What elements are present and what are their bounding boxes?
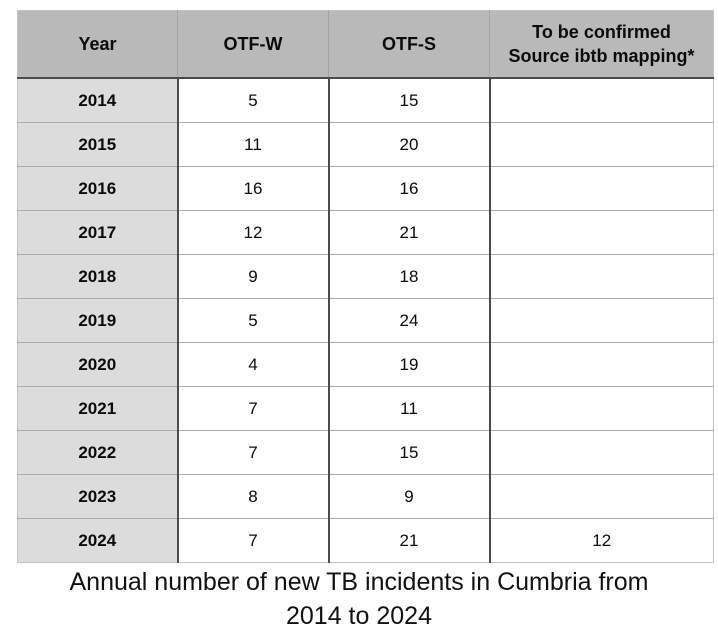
year-cell: 2018 [17,254,178,299]
otf-s-cell: 20 [327,122,490,167]
table-row: 2019 5 24 [17,298,714,343]
year-cell: 2016 [17,166,178,211]
table-body: 2014 5 15 2015 11 20 2016 16 16 2017 12 … [17,77,714,563]
otf-w-cell: 7 [176,518,329,563]
year-cell: 2022 [17,430,178,475]
otf-s-cell: 15 [327,430,490,475]
year-cell: 2024 [17,518,178,563]
otf-s-cell: 21 [327,518,490,563]
tbc-cell [488,122,714,167]
table-row: 2017 12 21 [17,210,714,255]
otf-s-cell: 15 [327,77,490,123]
tbc-cell [488,342,714,387]
table-row: 2018 9 18 [17,254,714,299]
table-row: 2016 16 16 [17,166,714,211]
otf-s-cell: 19 [327,342,490,387]
otf-s-cell: 18 [327,254,490,299]
tbc-cell [488,474,714,519]
table-row: 2015 11 20 [17,122,714,167]
table-row: 2014 5 15 [17,77,714,123]
year-cell: 2017 [17,210,178,255]
year-cell: 2020 [17,342,178,387]
otf-s-cell: 11 [327,386,490,431]
tbc-cell [488,254,714,299]
otf-w-cell: 5 [176,77,329,123]
table-row: 2022 7 15 [17,430,714,475]
table-row: 2023 8 9 [17,474,714,519]
otf-w-cell: 7 [176,386,329,431]
otf-w-cell: 7 [176,430,329,475]
tbc-cell [488,386,714,431]
otf-s-cell: 9 [327,474,490,519]
header-cell-to-be-confirmed: To be confirmed Source ibtb mapping* [489,10,714,79]
otf-s-cell: 16 [327,166,490,211]
otf-w-cell: 16 [176,166,329,211]
tb-incidents-table: Year OTF-W OTF-S To be confirmed Source … [17,10,714,563]
tbc-cell [488,430,714,475]
otf-s-cell: 21 [327,210,490,255]
otf-w-cell: 5 [176,298,329,343]
year-cell: 2015 [17,122,178,167]
tbc-cell: 12 [488,518,714,563]
table-caption: Annual number of new TB incidents in Cum… [69,568,649,630]
otf-w-cell: 9 [176,254,329,299]
year-cell: 2014 [17,77,178,123]
header-row: Year OTF-W OTF-S To be confirmed Source … [17,10,714,79]
otf-w-cell: 12 [176,210,329,255]
otf-s-cell: 24 [327,298,490,343]
tbc-cell [488,166,714,211]
year-cell: 2023 [17,474,178,519]
year-cell: 2019 [17,298,178,343]
tbc-cell [488,77,714,123]
tbc-cell [488,298,714,343]
header-cell-otf-s: OTF-S [328,10,490,79]
year-cell: 2021 [17,386,178,431]
table-row: 2024 7 21 12 [17,518,714,563]
otf-w-cell: 8 [176,474,329,519]
otf-w-cell: 4 [176,342,329,387]
header-cell-otf-w: OTF-W [177,10,329,79]
tbc-cell [488,210,714,255]
header-cell-year: Year [17,10,178,79]
table-row: 2020 4 19 [17,342,714,387]
otf-w-cell: 11 [176,122,329,167]
table-row: 2021 7 11 [17,386,714,431]
